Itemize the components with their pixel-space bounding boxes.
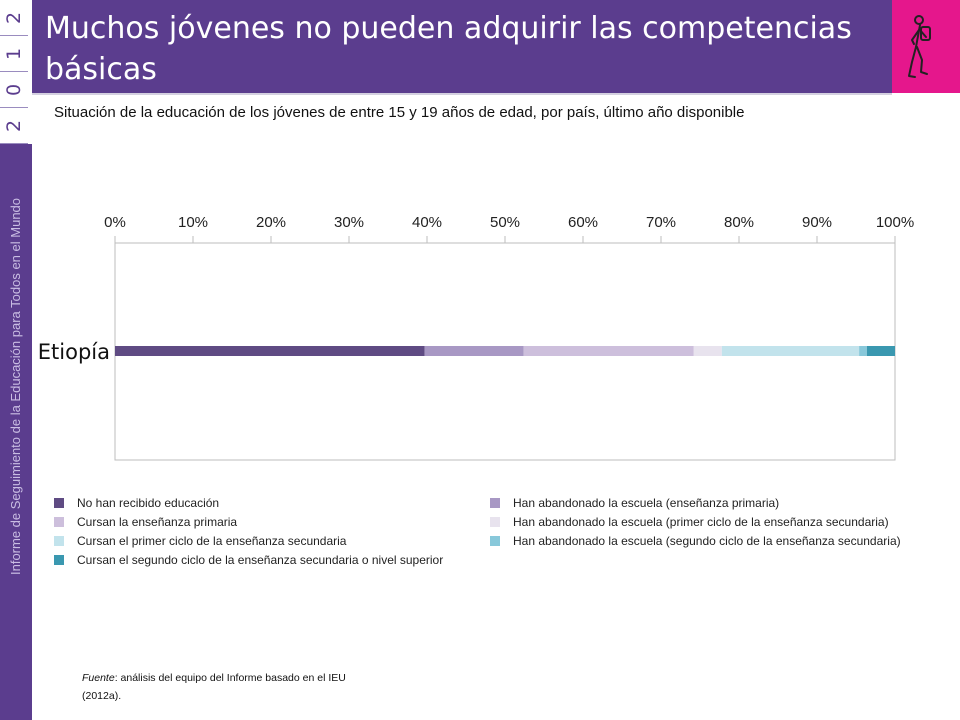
left-sidebar: 2 1 0 2 Informe de Seguimiento de la Edu…	[0, 0, 32, 720]
legend-item: Cursan la enseñanza primaria	[54, 515, 237, 529]
x-tick-label: 60%	[568, 214, 598, 231]
legend-item: Han abandonado la escuela (segundo ciclo…	[490, 534, 901, 548]
legend-swatch	[490, 536, 500, 546]
legend-item: Han abandonado la escuela (enseñanza pri…	[490, 496, 779, 510]
legend-item: Cursan el segundo ciclo de la enseñanza …	[54, 553, 443, 567]
bar-segment	[721, 346, 860, 356]
legend-label: Han abandonado la escuela (segundo ciclo…	[513, 534, 901, 548]
bar-segment	[859, 346, 867, 356]
chart-subtitle: Situación de la educación de los jóvenes…	[54, 104, 745, 121]
legend-swatch	[54, 536, 64, 546]
legend-label: Cursan la enseñanza primaria	[77, 515, 238, 529]
logo-box	[892, 0, 960, 93]
legend-swatch	[54, 498, 64, 508]
x-tick-label: 10%	[178, 214, 208, 231]
category-label: Etiopía	[38, 340, 110, 364]
bar-segment	[693, 346, 722, 356]
legend-label: Han abandonado la escuela (enseñanza pri…	[513, 496, 780, 510]
bar-segment	[866, 346, 895, 356]
legend-item: Han abandonado la escuela (primer ciclo …	[490, 515, 889, 529]
year-digit: 2	[0, 108, 28, 144]
legend-swatch	[54, 517, 64, 527]
legend-swatch	[490, 517, 500, 527]
x-tick-label: 100%	[876, 214, 914, 231]
bar-segment	[115, 346, 425, 356]
source-label: Fuente	[82, 672, 115, 684]
x-tick-label: 20%	[256, 214, 286, 231]
hiker-icon	[908, 15, 931, 78]
x-tick-label: 30%	[334, 214, 364, 231]
x-axis: 0% 10% 20% 30% 40% 50% 60% 70% 80% 90% 100%	[104, 214, 914, 243]
legend-item: No han recibido educación	[54, 496, 219, 510]
bar-segment	[424, 346, 524, 356]
year-digit: 0	[0, 72, 28, 108]
legend-label: Cursan el segundo ciclo de la enseñanza …	[77, 553, 444, 567]
legend-swatch	[490, 498, 500, 508]
x-tick-label: 40%	[412, 214, 442, 231]
legend-label: No han recibido educación	[77, 496, 220, 510]
legend-label: Cursan el primer ciclo de la enseñanza s…	[77, 534, 347, 548]
slide-title: Muchos jóvenes no pueden adquirir las co…	[45, 11, 852, 87]
source-note: Fuente: análisis del equipo del Informe …	[82, 669, 382, 705]
header-divider	[32, 93, 892, 95]
source-text: : análisis del equipo del Informe basado…	[82, 672, 346, 702]
legend-label: Han abandonado la escuela (primer ciclo …	[513, 515, 889, 529]
legend-item: Cursan el primer ciclo de la enseñanza s…	[54, 534, 346, 548]
x-tick-label: 70%	[646, 214, 676, 231]
x-tick-label: 80%	[724, 214, 754, 231]
legend-swatch	[54, 555, 64, 565]
x-tick-label: 90%	[802, 214, 832, 231]
slide-header: Muchos jóvenes no pueden adquirir las co…	[32, 0, 892, 93]
year-digit: 2	[0, 0, 28, 36]
x-tick-label: 50%	[490, 214, 520, 231]
bar-segment	[523, 346, 694, 356]
x-tick-label: 0%	[104, 214, 126, 231]
year-digit: 1	[0, 36, 28, 72]
year-box: 2 1 0 2	[0, 0, 32, 144]
bar-group	[115, 346, 895, 356]
